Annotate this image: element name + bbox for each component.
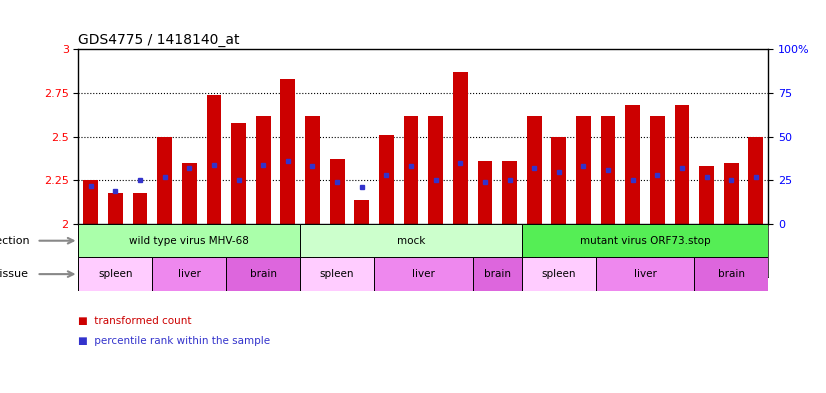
Text: brain: brain <box>718 269 745 279</box>
Bar <box>78 257 152 291</box>
Text: tissue: tissue <box>0 269 29 279</box>
Text: GSM1243462: GSM1243462 <box>160 227 169 283</box>
Bar <box>699 166 714 224</box>
Bar <box>379 135 394 224</box>
Text: infection: infection <box>0 236 29 246</box>
Text: liver: liver <box>178 269 201 279</box>
Text: GSM1243472: GSM1243472 <box>111 227 120 283</box>
Bar <box>428 116 443 224</box>
Text: GSM1243461: GSM1243461 <box>456 227 465 283</box>
Bar <box>78 224 300 257</box>
Text: mock: mock <box>396 236 425 246</box>
Text: GSM1243469: GSM1243469 <box>333 227 342 283</box>
Text: spleen: spleen <box>542 269 576 279</box>
Text: GSM1243463: GSM1243463 <box>185 227 194 283</box>
Text: spleen: spleen <box>320 269 354 279</box>
Text: GSM1243478: GSM1243478 <box>505 227 514 283</box>
Bar <box>404 116 419 224</box>
Text: ■  transformed count: ■ transformed count <box>78 316 192 326</box>
Text: GSM1243483: GSM1243483 <box>702 227 711 283</box>
Bar <box>625 105 640 224</box>
Text: GSM1243480: GSM1243480 <box>234 227 243 283</box>
Bar <box>374 257 472 291</box>
Bar <box>472 257 522 291</box>
Text: GSM1243459: GSM1243459 <box>406 227 415 283</box>
Bar <box>157 136 172 224</box>
Bar <box>596 257 695 291</box>
Bar <box>300 224 522 257</box>
Bar <box>108 193 123 224</box>
Bar <box>601 116 615 224</box>
Bar <box>522 224 768 257</box>
Text: GSM1243482: GSM1243482 <box>283 227 292 283</box>
Text: GSM1243468: GSM1243468 <box>308 227 317 283</box>
Text: GSM1243475: GSM1243475 <box>579 227 588 283</box>
Text: GSM1243477: GSM1243477 <box>481 227 490 283</box>
Bar <box>206 95 221 224</box>
Bar <box>453 72 468 224</box>
Bar <box>748 136 763 224</box>
Text: brain: brain <box>484 269 510 279</box>
Text: GSM1243476: GSM1243476 <box>604 227 613 283</box>
Bar <box>502 161 517 224</box>
Bar <box>300 257 374 291</box>
Text: ■  percentile rank within the sample: ■ percentile rank within the sample <box>78 336 271 346</box>
Text: liver: liver <box>634 269 657 279</box>
Text: GSM1243484: GSM1243484 <box>727 227 736 283</box>
Text: brain: brain <box>249 269 277 279</box>
Bar <box>650 116 665 224</box>
Text: GSM1243474: GSM1243474 <box>554 227 563 283</box>
Bar <box>152 257 226 291</box>
Text: GSM1243471: GSM1243471 <box>86 227 95 283</box>
Text: GSM1243481: GSM1243481 <box>259 227 268 283</box>
Text: mutant virus ORF73.stop: mutant virus ORF73.stop <box>580 236 710 246</box>
Bar <box>477 161 492 224</box>
Bar <box>675 105 690 224</box>
Text: GSM1243479: GSM1243479 <box>529 227 539 283</box>
Text: wild type virus MHV-68: wild type virus MHV-68 <box>130 236 249 246</box>
Text: GSM1243464: GSM1243464 <box>210 227 218 283</box>
Text: spleen: spleen <box>98 269 133 279</box>
Bar <box>330 159 344 224</box>
Text: GSM1243465: GSM1243465 <box>629 227 637 283</box>
Text: GSM1243473: GSM1243473 <box>135 227 145 283</box>
Text: GSM1243466: GSM1243466 <box>653 227 662 283</box>
Bar <box>83 180 98 224</box>
Bar <box>522 257 596 291</box>
Bar <box>552 136 566 224</box>
Text: GSM1243485: GSM1243485 <box>752 227 761 283</box>
Bar <box>305 116 320 224</box>
Bar <box>695 257 768 291</box>
Text: GSM1243467: GSM1243467 <box>677 227 686 283</box>
Text: GDS4775 / 1418140_at: GDS4775 / 1418140_at <box>78 33 240 47</box>
Bar <box>724 163 738 224</box>
Bar <box>231 123 246 224</box>
Text: GSM1243460: GSM1243460 <box>431 227 440 283</box>
Text: GSM1243470: GSM1243470 <box>357 227 366 283</box>
Bar <box>354 200 369 224</box>
Bar <box>256 116 271 224</box>
Text: liver: liver <box>412 269 434 279</box>
Text: GSM1243458: GSM1243458 <box>382 227 391 283</box>
Bar <box>576 116 591 224</box>
Bar <box>527 116 542 224</box>
Bar <box>281 79 295 224</box>
Bar <box>133 193 147 224</box>
Bar <box>226 257 300 291</box>
Bar <box>182 163 197 224</box>
